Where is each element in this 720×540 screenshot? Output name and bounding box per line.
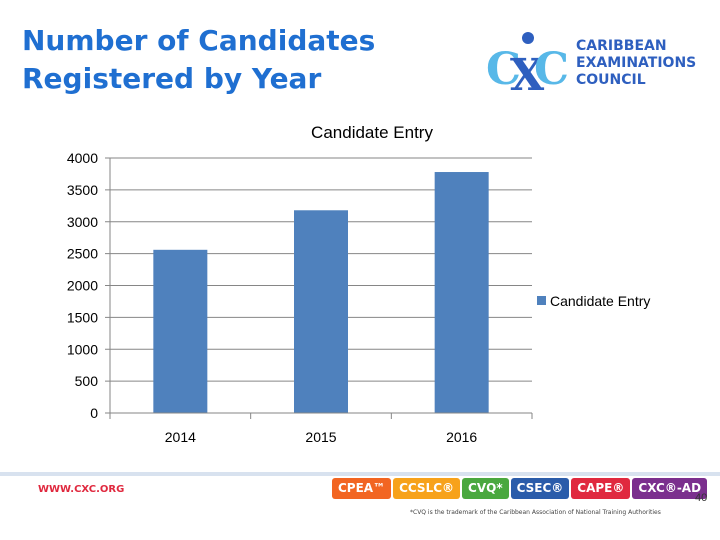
y-tick-label: 1500 [67, 309, 98, 325]
chart-title: Candidate Entry [311, 123, 433, 142]
exam-badges: CPEA™ CCSLC® CVQ* CSEC® CAPE® CXC®-AD [332, 478, 708, 499]
y-tick-label: 1000 [67, 341, 98, 357]
svg-text:C: C [486, 44, 521, 95]
footnote: *CVQ is the trademark of the Caribbean A… [410, 509, 661, 516]
y-tick-label: 2000 [67, 278, 98, 294]
x-axis: 2014 2015 2016 [109, 412, 533, 445]
exam-badge: CCSLC® [393, 478, 461, 499]
legend-swatch [537, 296, 546, 305]
slide-title-line1: Number of Candidates [22, 24, 376, 57]
footer-url[interactable]: WWW.CXC.ORG [38, 484, 125, 495]
legend: Candidate Entry [537, 293, 650, 309]
y-tick-label: 3500 [67, 182, 98, 198]
bar-chart: Candidate Entry 0 500 1000 1500 2000 2500 3000… [67, 123, 651, 445]
exam-badge: CPEA™ [332, 478, 392, 499]
y-tick-label: 500 [75, 373, 99, 389]
cxc-logo: C X C CARIBBEAN EXAMINATIONS COUNCIL [484, 28, 704, 98]
y-tick-label: 0 [90, 405, 98, 421]
logo-line3: COUNCIL [576, 72, 646, 88]
footer-divider [0, 472, 720, 476]
x-tick-label: 2014 [165, 429, 196, 445]
y-tick-label: 4000 [67, 150, 98, 166]
x-tick-label: 2015 [305, 429, 336, 445]
logo-line2: EXAMINATIONS [576, 55, 697, 71]
exam-badge: CAPE® [571, 478, 631, 499]
y-tick-label: 3000 [67, 214, 98, 230]
bar-2015 [294, 210, 348, 413]
svg-text:C: C [534, 44, 569, 95]
logo-line1: CARIBBEAN [576, 38, 667, 54]
exam-badge: CSEC® [510, 478, 570, 499]
exam-badge: CXC®-AD [632, 478, 708, 499]
logo-text: CARIBBEAN EXAMINATIONS COUNCIL [576, 38, 696, 89]
bar-2016 [434, 172, 489, 413]
cxc-logo-icon: C X C [486, 32, 569, 98]
y-tick-label: 2500 [67, 246, 98, 262]
slide-title-line2: Registered by Year [22, 62, 322, 95]
x-tick-label: 2016 [446, 429, 477, 445]
bars [153, 172, 489, 413]
exam-badge: CVQ* [462, 478, 509, 499]
svg-text:X: X [510, 50, 545, 98]
legend-label: Candidate Entry [550, 293, 650, 309]
page-number: 40 [695, 492, 708, 504]
slide-title: Number of Candidates Registered by Year [22, 22, 422, 98]
bar-2014 [153, 249, 208, 413]
y-axis: 0 500 1000 1500 2000 2500 3000 3500 4000 [67, 150, 111, 421]
